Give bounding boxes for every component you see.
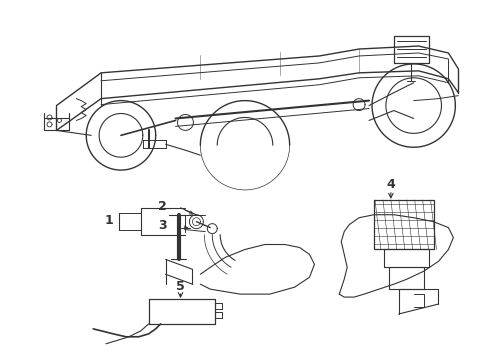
Text: 3: 3 xyxy=(158,219,167,232)
Text: 1: 1 xyxy=(105,214,113,227)
Text: 5: 5 xyxy=(176,280,185,293)
Text: 2: 2 xyxy=(158,200,167,213)
Text: 4: 4 xyxy=(387,179,395,192)
